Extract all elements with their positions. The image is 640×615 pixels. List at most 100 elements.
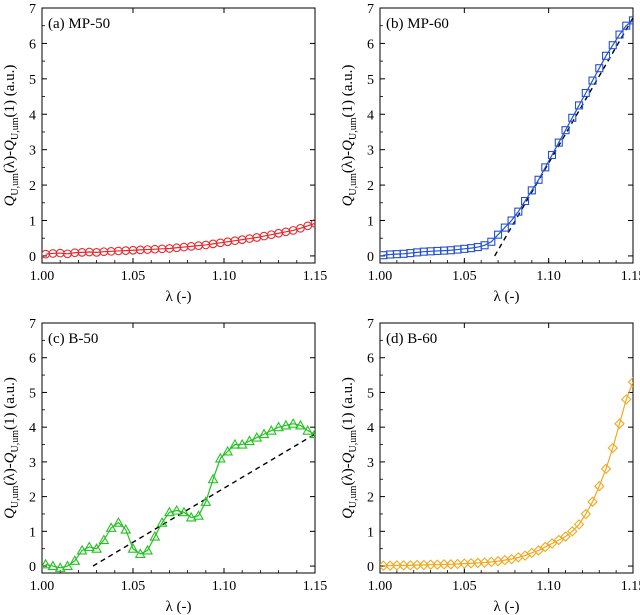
data-point	[541, 163, 550, 172]
y-axis-title-part-s2: U,um	[348, 117, 359, 140]
x-tick-label: 1.00	[30, 269, 55, 284]
data-point	[622, 21, 631, 30]
data-point	[574, 101, 584, 110]
y-tick-label: 6	[29, 37, 36, 52]
y-tick-label: 2	[367, 179, 374, 194]
y-axis-title-part-s2: U,um	[10, 117, 21, 140]
data-point	[533, 545, 544, 556]
data-point	[134, 548, 146, 558]
data-point	[185, 511, 197, 522]
y-axis-title-part-end: (1) (a.u.)	[340, 65, 356, 118]
x-tick-label: 1.05	[121, 579, 146, 594]
data-point	[112, 517, 124, 527]
data-point	[487, 237, 496, 246]
y-axis-title-part-q1: Q	[340, 508, 356, 519]
data-point	[587, 496, 598, 508]
plot-frame	[41, 322, 316, 574]
data-point	[608, 41, 617, 50]
data-point	[42, 558, 52, 569]
data-point	[62, 560, 73, 571]
data-point	[567, 526, 578, 537]
data-point	[163, 506, 175, 517]
data-point	[273, 421, 285, 432]
data-point	[507, 216, 516, 225]
data-point	[494, 230, 503, 239]
x-tick-label: 1.00	[368, 579, 393, 594]
y-axis-title-part-end: (1) (a.u.)	[340, 377, 356, 430]
data-point	[98, 534, 110, 545]
y-axis-title: QU,um(λ)-QU,um(1) (a.u.)	[340, 377, 359, 519]
x-tick-label: 1.15	[621, 269, 640, 284]
panel-label: (a) MP-50	[48, 16, 110, 32]
data-point	[244, 435, 255, 446]
x-axis-title: λ (-)	[493, 599, 519, 615]
data-point	[628, 16, 633, 25]
data-point	[105, 522, 117, 532]
y-axis-title-part-s2: U,um	[348, 430, 359, 453]
data-point	[149, 530, 161, 541]
data-point	[534, 175, 543, 184]
y-axis-title-part-end: (1) (a.u.)	[2, 65, 18, 118]
data-point	[527, 186, 536, 195]
y-tick-label: 0	[29, 560, 36, 575]
y-tick-label: 2	[367, 491, 374, 506]
data-point	[620, 394, 632, 405]
plot-frame	[379, 7, 634, 264]
panel-label: (b) MP-60	[386, 16, 449, 32]
panel-label: (d) B-60	[386, 331, 437, 347]
x-axis-title: λ (-)	[493, 289, 519, 305]
y-tick-label: 5	[29, 73, 36, 88]
y-axis-title-part-q1: Q	[2, 195, 18, 206]
data-point	[568, 113, 577, 122]
data-point	[171, 504, 183, 515]
data-point	[142, 544, 154, 555]
x-axis-title: λ (-)	[165, 599, 191, 615]
data-point	[54, 562, 66, 572]
data-point	[595, 64, 604, 73]
plot-frame	[379, 322, 634, 574]
y-axis-title-part-q2: Q	[340, 452, 356, 463]
data-point	[294, 419, 306, 430]
x-tick-label: 1.05	[121, 269, 146, 284]
data-point	[83, 541, 95, 552]
data-point	[258, 428, 270, 439]
y-tick-label: 3	[29, 456, 36, 471]
y-tick-label: 6	[29, 352, 36, 367]
data-point	[600, 463, 612, 475]
y-tick-label: 5	[367, 73, 374, 88]
y-axis-title-part-mid: (λ)-	[2, 151, 18, 173]
data-point	[127, 543, 139, 553]
y-tick-label: 6	[367, 37, 374, 52]
y-tick-label: 2	[29, 179, 36, 194]
data-layer	[42, 218, 315, 259]
y-tick-label: 4	[367, 108, 374, 123]
data-point	[236, 438, 248, 449]
data-point	[614, 418, 625, 429]
y-tick-label: 2	[29, 491, 36, 506]
x-axis-title: λ (-)	[165, 289, 191, 305]
data-point	[561, 126, 570, 135]
y-tick-label: 4	[29, 108, 36, 123]
x-tick-label: 1.10	[212, 269, 237, 284]
data-point	[627, 376, 633, 388]
y-axis-title-part-q2: Q	[2, 140, 18, 151]
panel-label: (c) B-50	[48, 331, 98, 347]
y-axis-title-part-end: (1) (a.u.)	[2, 377, 18, 430]
data-layer	[380, 16, 633, 260]
data-point	[309, 428, 315, 439]
y-tick-label: 1	[367, 215, 374, 230]
x-tick-label: 1.00	[368, 269, 393, 284]
data-point	[287, 418, 299, 428]
series-line	[383, 381, 633, 567]
y-axis-title: QU,um(λ)-QU,um(1) (a.u.)	[340, 65, 359, 207]
data-point	[69, 555, 81, 565]
data-point	[280, 419, 292, 430]
y-axis-title-part-q2: Q	[340, 140, 356, 151]
data-point	[193, 510, 204, 520]
data-point	[500, 223, 509, 232]
data-point	[214, 452, 226, 463]
data-point	[222, 445, 234, 456]
